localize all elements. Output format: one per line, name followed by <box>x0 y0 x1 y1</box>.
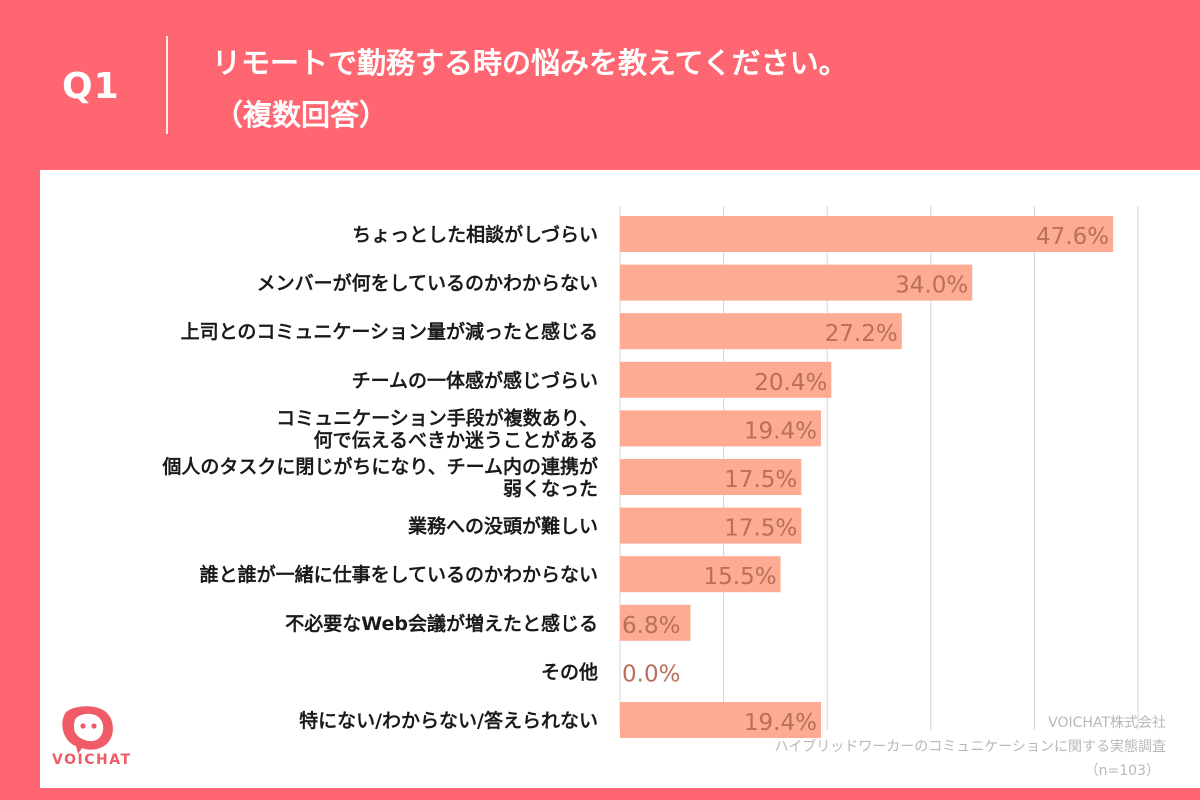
header-divider <box>166 36 168 134</box>
source-sample-size: （n=103） <box>1084 763 1160 779</box>
data-label-3: 20.4% <box>754 370 827 396</box>
category-label-4: コミュニケーション手段が複数あり、何で伝えるべきか迷うことがある <box>276 406 598 451</box>
category-label-7: 誰と誰が一緒に仕事をしているのかわからない <box>200 563 598 586</box>
bar-6 <box>620 507 802 544</box>
question-title: リモートで勤務する時の悩みを教えてください。 <box>212 46 848 80</box>
data-label-7: 15.5% <box>704 564 777 590</box>
header: Q1 リモートで勤務する時の悩みを教えてください。 （複数回答） <box>0 0 1200 170</box>
category-label-9-line-0: その他 <box>541 660 598 683</box>
category-label-4-line-0: コミュニケーション手段が複数あり、 <box>276 406 598 429</box>
chart-panel: 47.6% ちょっとした相談がしづらい 34.0% メンバーが何をしているのかわからな… <box>40 170 1200 788</box>
data-label-5: 17.5% <box>724 467 797 493</box>
category-label-0: ちょっとした相談がしづらい <box>352 223 598 246</box>
category-label-1-line-0: メンバーが何をしているのかわからない <box>257 272 598 295</box>
category-label-6-line-0: 業務への没頭が難しい <box>407 515 598 538</box>
data-label-1: 34.0% <box>895 273 968 299</box>
category-label-5: 個人のタスクに閉じがちになり、チーム内の連携が弱くなった <box>161 455 598 500</box>
source-survey: ハイブリッドワーカーのコミュニケーションに関する実態調査 <box>774 739 1166 755</box>
voichat-logo-icon <box>62 706 113 754</box>
data-label-0: 47.6% <box>1036 224 1109 250</box>
category-label-5-line-1: 弱くなった <box>503 478 598 500</box>
category-label-8-line-0: 不必要なWeb会議が増えたと感じる <box>285 612 598 635</box>
data-label-6: 17.5% <box>724 516 797 542</box>
data-label-9: 0.0% <box>622 661 680 687</box>
source-company: VOICHAT株式会社 <box>1048 715 1166 731</box>
category-label-9: その他 <box>541 660 598 683</box>
bar-2 <box>620 313 902 350</box>
voichat-logo-text: VOICHAT <box>52 752 132 768</box>
category-label-4-line-1: 何で伝えるべきか迷うことがある <box>314 428 598 451</box>
category-label-3-line-0: チームの一体感が感じづらい <box>352 369 598 392</box>
data-label-8: 6.8% <box>622 613 680 639</box>
bar-chart: 47.6% ちょっとした相談がしづらい 34.0% メンバーが何をしているのかわからな… <box>161 206 1139 738</box>
question-subtitle: （複数回答） <box>214 98 389 132</box>
category-label-3: チームの一体感が感じづらい <box>352 369 598 392</box>
bar-7 <box>620 556 781 593</box>
category-label-5-line-0: 個人のタスクに閉じがちになり、チーム内の連携が <box>161 455 598 478</box>
data-label-2: 27.2% <box>825 321 898 347</box>
category-label-2: 上司とのコミュニケーション量が減ったと感じる <box>181 320 598 343</box>
bar-8 <box>620 604 691 641</box>
category-label-10-line-0: 特にない/わからない/答えられない <box>299 709 598 732</box>
bar-0 <box>620 216 1114 252</box>
data-label-4: 19.4% <box>744 418 817 444</box>
category-label-0-line-0: ちょっとした相談がしづらい <box>352 223 598 246</box>
category-label-2-line-0: 上司とのコミュニケーション量が減ったと感じる <box>181 320 598 343</box>
bar-5 <box>620 459 802 495</box>
category-label-6: 業務への没頭が難しい <box>407 515 598 538</box>
bar-1 <box>620 264 973 301</box>
question-number: Q1 <box>62 66 120 107</box>
category-label-10: 特にない/わからない/答えられない <box>299 709 598 732</box>
bar-10 <box>620 702 821 738</box>
category-label-7-line-0: 誰と誰が一緒に仕事をしているのかわからない <box>200 563 598 586</box>
category-label-1: メンバーが何をしているのかわからない <box>257 272 598 295</box>
bar-4 <box>620 410 821 447</box>
bar-3 <box>620 361 832 398</box>
category-label-8: 不必要なWeb会議が増えたと感じる <box>285 612 598 635</box>
data-label-10: 19.4% <box>744 710 817 736</box>
